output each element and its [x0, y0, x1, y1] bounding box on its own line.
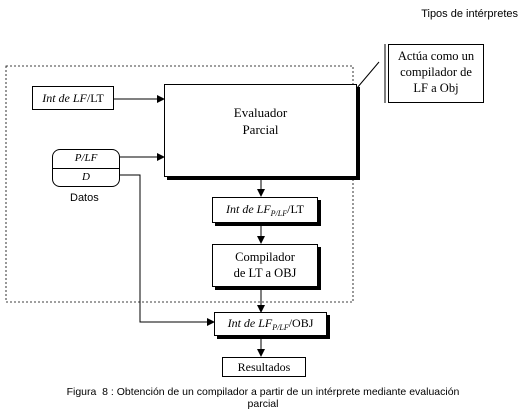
callout-line-1: Actúa como un	[397, 49, 475, 63]
datos-divider	[53, 168, 119, 169]
int-lfplf-obj-italic: Int de LF	[227, 316, 273, 330]
compilador-line-1: Compilador	[235, 250, 295, 264]
callout-box: Actúa como un compilador de LF a Obj	[388, 44, 484, 104]
arrow-datos-to-intobj	[120, 174, 215, 326]
evaluador-parcial-box: Evaluador Parcial	[164, 84, 357, 177]
callout-border	[388, 44, 484, 103]
int-lfplf-lt-sub: P/LF	[270, 209, 288, 218]
int-lf-lt-box: Int de LF/LT	[32, 86, 114, 110]
datos-storage: P/LF D	[52, 149, 120, 187]
callout-line-2: compilador de	[400, 65, 472, 79]
datos-bottom-label: D	[82, 171, 90, 183]
int-lfplf-lt-rest: /LT	[287, 202, 305, 216]
evaluador-line-1: Evaluador	[233, 105, 288, 120]
resultados-box: Resultados	[222, 357, 306, 377]
datos-top-label: P/LF	[74, 152, 98, 164]
datos-label: Datos	[70, 192, 99, 204]
int-lfplf-obj-sub: P/LF	[272, 323, 289, 332]
compilador-line-2: de LT a OBJ	[233, 266, 297, 280]
int-lf-lt-italic: Int de LF	[42, 91, 87, 105]
int-lfplf-lt-box: Int de LFP/LF/LT	[212, 197, 318, 223]
int-lf-lt-rest: /LT	[86, 91, 104, 105]
evaluador-line-2: Parcial	[242, 122, 279, 137]
dotted-enclosure	[5, 65, 354, 303]
page-header: Tipos de intérpretes	[421, 8, 518, 20]
callout-line-3: LF a Obj	[413, 81, 459, 95]
callout-pointer	[356, 61, 380, 89]
caption-line-2: parcial	[247, 398, 279, 410]
int-lfplf-lt-italic: Int de LF	[225, 202, 271, 216]
int-lfplf-obj-rest: /OBJ	[288, 316, 314, 330]
caption-line-1: Figura 8 : Obtención de un compilador a …	[66, 386, 460, 398]
figure-caption: Figura 8 : Obtención de un compilador a …	[0, 386, 526, 410]
int-lfplf-obj-box: Int de LFP/LF/OBJ	[214, 312, 327, 336]
compilador-box: Compilador de LT a OBJ	[212, 244, 318, 287]
